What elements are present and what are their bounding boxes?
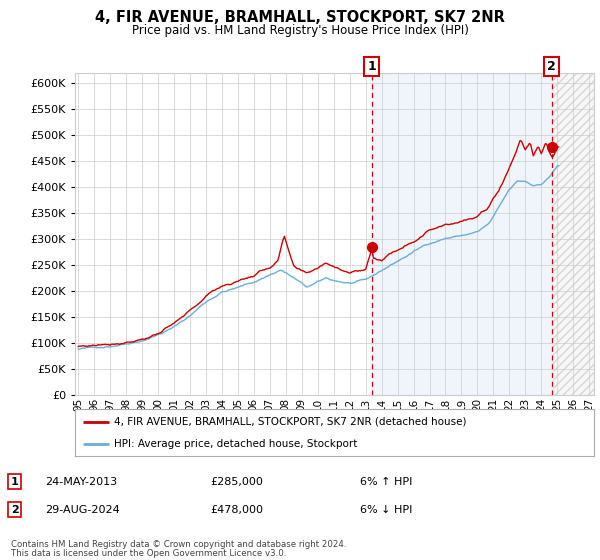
Bar [372,73,552,395]
Text: £285,000: £285,000 [210,477,263,487]
Text: 2: 2 [11,505,19,515]
Bar [553,31,597,395]
Text: This data is licensed under the Open Government Licence v3.0.: This data is licensed under the Open Gov… [11,549,286,558]
Text: 24-MAY-2013: 24-MAY-2013 [45,477,117,487]
Text: 6% ↑ HPI: 6% ↑ HPI [360,477,412,487]
Text: £478,000: £478,000 [210,505,263,515]
Text: 2: 2 [547,60,556,73]
Text: 6% ↓ HPI: 6% ↓ HPI [360,505,412,515]
Text: Contains HM Land Registry data © Crown copyright and database right 2024.: Contains HM Land Registry data © Crown c… [11,540,346,549]
Text: 1: 1 [11,477,19,487]
Text: 29-AUG-2024: 29-AUG-2024 [45,505,120,515]
Text: 1: 1 [367,60,376,73]
Text: HPI: Average price, detached house, Stockport: HPI: Average price, detached house, Stoc… [114,438,358,449]
Text: 4, FIR AVENUE, BRAMHALL, STOCKPORT, SK7 2NR (detached house): 4, FIR AVENUE, BRAMHALL, STOCKPORT, SK7 … [114,417,466,427]
Text: 4, FIR AVENUE, BRAMHALL, STOCKPORT, SK7 2NR: 4, FIR AVENUE, BRAMHALL, STOCKPORT, SK7 … [95,10,505,25]
Text: Price paid vs. HM Land Registry's House Price Index (HPI): Price paid vs. HM Land Registry's House … [131,24,469,36]
